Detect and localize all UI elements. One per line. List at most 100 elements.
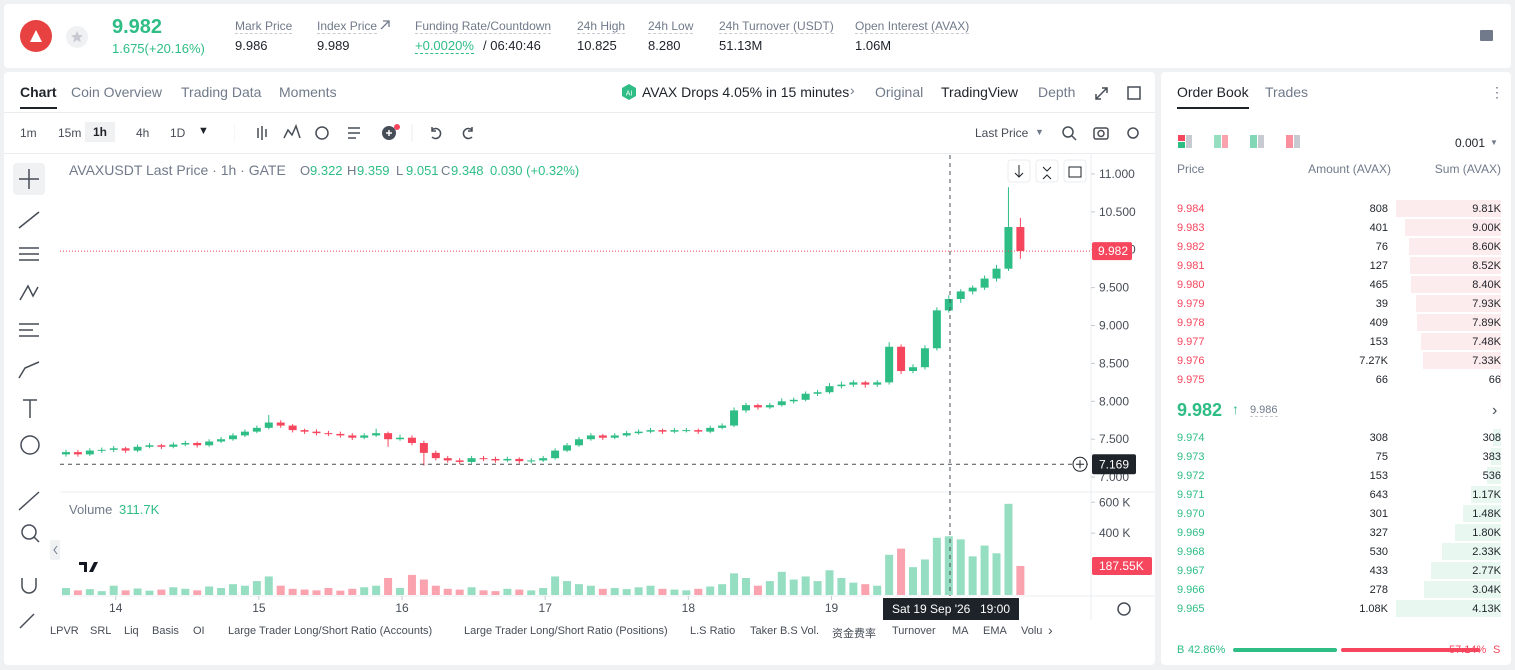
candle-body (992, 268, 1001, 279)
candle-body (431, 452, 440, 459)
price-source[interactable]: Last Price (975, 126, 1029, 140)
book-layout-icons[interactable] (1176, 133, 1306, 151)
view-tab[interactable]: TradingView (941, 84, 1019, 100)
legend-key: L (396, 163, 403, 178)
indicator[interactable]: Basis (152, 625, 179, 637)
indicator[interactable]: SRL (90, 625, 112, 637)
stat-label: 24h High (577, 19, 626, 34)
ob-tab[interactable]: Trades (1265, 84, 1309, 100)
ob-tab[interactable]: Order Book (1177, 84, 1249, 109)
indicator[interactable]: Liq (124, 625, 139, 637)
candle-body (1004, 227, 1013, 269)
x-tick-label: 17 (539, 601, 553, 615)
indicator[interactable]: LPVR (50, 625, 79, 637)
external-link-icon[interactable] (380, 20, 390, 30)
x-tick-label: 16 (395, 601, 409, 615)
header-icon[interactable] (1478, 28, 1496, 44)
candle-body (73, 452, 82, 455)
indicator[interactable]: Large Trader Long/Short Ratio (Accounts) (228, 625, 433, 637)
volume-bar (145, 590, 154, 595)
candle-body (813, 392, 822, 394)
indicator[interactable]: OI (193, 625, 205, 637)
depth-bar (1411, 276, 1501, 293)
view-icons[interactable] (1093, 84, 1153, 102)
volume-bar (324, 588, 333, 595)
candle-body (324, 433, 333, 435)
volume-bar (909, 567, 918, 595)
chart-settings-icons[interactable] (1060, 124, 1145, 142)
volume-bar (360, 587, 369, 595)
indicator[interactable]: Taker B.S Vol. (750, 625, 820, 637)
dropdown-caret[interactable]: ▼ (1035, 127, 1044, 137)
interval[interactable]: 15m (58, 126, 82, 140)
candle-body (646, 430, 655, 432)
chart-tab[interactable]: Chart (20, 84, 57, 109)
view-tab[interactable]: Depth (1038, 84, 1076, 100)
candle-body (551, 450, 560, 459)
interval[interactable]: 1D (170, 126, 186, 140)
volume-bar (193, 590, 202, 595)
scroll-arrow[interactable]: › (1048, 622, 1053, 638)
interval[interactable]: 4h (136, 126, 150, 140)
indicator[interactable]: Large Trader Long/Short Ratio (Positions… (464, 625, 668, 637)
chart-tools[interactable] (234, 122, 504, 144)
ob-sum: 3.04K (1472, 584, 1501, 596)
indicator[interactable]: EMA (983, 625, 1007, 637)
legend-value: 9.051 (406, 163, 439, 178)
ob-amount: 1.08K (1359, 603, 1388, 615)
volume-bar (467, 587, 476, 595)
more-menu[interactable]: ⋮ (1490, 84, 1504, 100)
candle-body (312, 431, 321, 434)
volume-bar (992, 553, 1001, 595)
ob-header: Sum (AVAX) (1434, 162, 1501, 176)
volume-bar (276, 585, 285, 595)
ob-amount: 66 (1375, 374, 1388, 386)
candle-body (288, 425, 297, 431)
drawing-toolbar[interactable] (10, 160, 52, 630)
candle-body (944, 299, 953, 311)
volume-bar (777, 571, 786, 595)
interval[interactable]: 1m (20, 126, 37, 140)
candle-body (169, 444, 178, 447)
volume-bar (574, 584, 583, 595)
last-price-tag (1092, 242, 1132, 261)
ob-amount: 530 (1369, 546, 1388, 558)
volume-bar (586, 585, 595, 595)
precision[interactable]: 0.001 (1455, 136, 1486, 150)
candle-body (264, 422, 273, 428)
header-bar (4, 4, 1511, 68)
y-tick-label: 8.000 (1099, 394, 1129, 408)
indicator[interactable]: MA (952, 625, 969, 637)
candle-body (694, 430, 703, 432)
legend-key: H (347, 163, 356, 178)
depth-bar (1500, 371, 1501, 388)
mid-arrow[interactable]: › (1492, 402, 1498, 419)
y-tick-label: 8.500 (1099, 356, 1129, 370)
collapse-toggle[interactable] (50, 540, 60, 560)
indicator[interactable]: L.S Ratio (690, 625, 736, 637)
candle-body (956, 291, 965, 300)
dropdown-caret[interactable]: ▼ (198, 125, 209, 137)
indicator[interactable]: Turnover (892, 625, 936, 637)
indicator[interactable]: Volu (1021, 625, 1043, 637)
candle-body (85, 450, 94, 455)
view-tab[interactable]: Original (875, 84, 924, 100)
volume-bar (670, 589, 679, 595)
dropdown-caret[interactable]: ▼ (1490, 138, 1498, 147)
alert-text[interactable]: AVAX Drops 4.05% in 15 minutes (642, 84, 850, 100)
volume-bar (658, 588, 667, 595)
chart-tab[interactable]: Coin Overview (71, 84, 163, 100)
candle-body (396, 437, 405, 440)
chart-tab[interactable]: Moments (279, 84, 337, 100)
volume-bar (133, 588, 142, 595)
sell-bar (1340, 648, 1480, 652)
alert-chevron: › (850, 82, 855, 98)
ob-price: 9.972 (1177, 470, 1205, 482)
favorite-star[interactable] (64, 26, 90, 48)
last-price-label: 9.982 (1098, 244, 1128, 258)
ob-sum: 383 (1482, 451, 1501, 463)
interval[interactable]: 1h (85, 122, 116, 142)
volume-bar (622, 589, 631, 595)
chart-tab[interactable]: Trading Data (181, 84, 262, 100)
indicator[interactable]: 资金费率 (832, 628, 876, 640)
